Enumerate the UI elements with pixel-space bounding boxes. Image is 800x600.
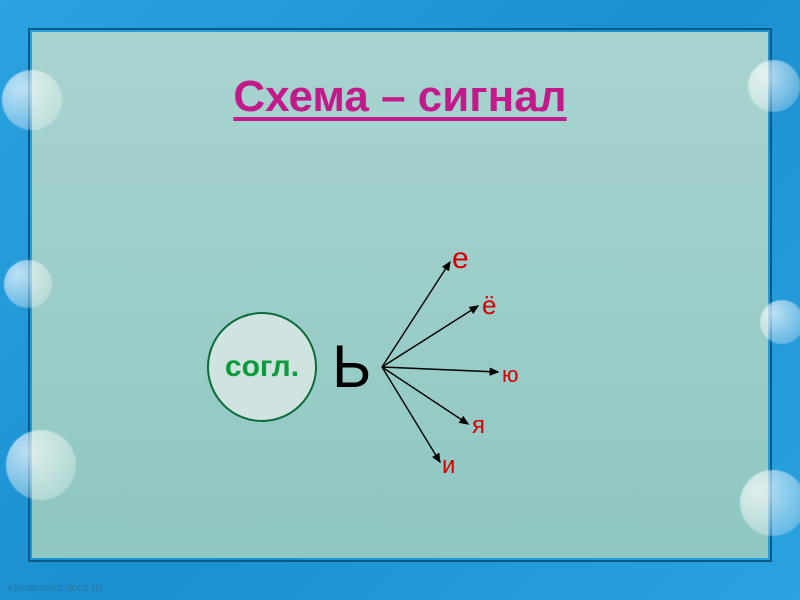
vowel-letter: я [472, 412, 485, 440]
consonant-label: согл. [225, 350, 299, 384]
slide-title: Схема – сигнал [32, 72, 768, 122]
frame-bubble [740, 470, 800, 536]
frame-bubble [4, 260, 52, 308]
arrow-line [382, 367, 468, 424]
vowel-letter: ё [482, 290, 496, 321]
slide-canvas: Схема – сигнал согл. Ь её юяи [32, 32, 768, 558]
consonant-node: согл. [207, 312, 317, 422]
vowel-letter: е [452, 242, 469, 276]
arrow-line [382, 262, 450, 367]
slide-frame: Схема – сигнал согл. Ь её юяи elenaranko.… [0, 0, 800, 600]
arrow-line [382, 367, 440, 462]
vowel-letter: ю [502, 362, 519, 388]
frame-bubble [748, 60, 800, 112]
arrow-line [382, 306, 478, 367]
frame-bubble [2, 70, 62, 130]
watermark: elenaranko.ucoz.ru [8, 582, 102, 594]
arrow-line [382, 367, 498, 372]
soft-sign-letter: Ь [332, 332, 371, 401]
frame-bubble [6, 430, 76, 500]
frame-bubble [760, 300, 800, 344]
vowel-letter: и [442, 452, 455, 480]
